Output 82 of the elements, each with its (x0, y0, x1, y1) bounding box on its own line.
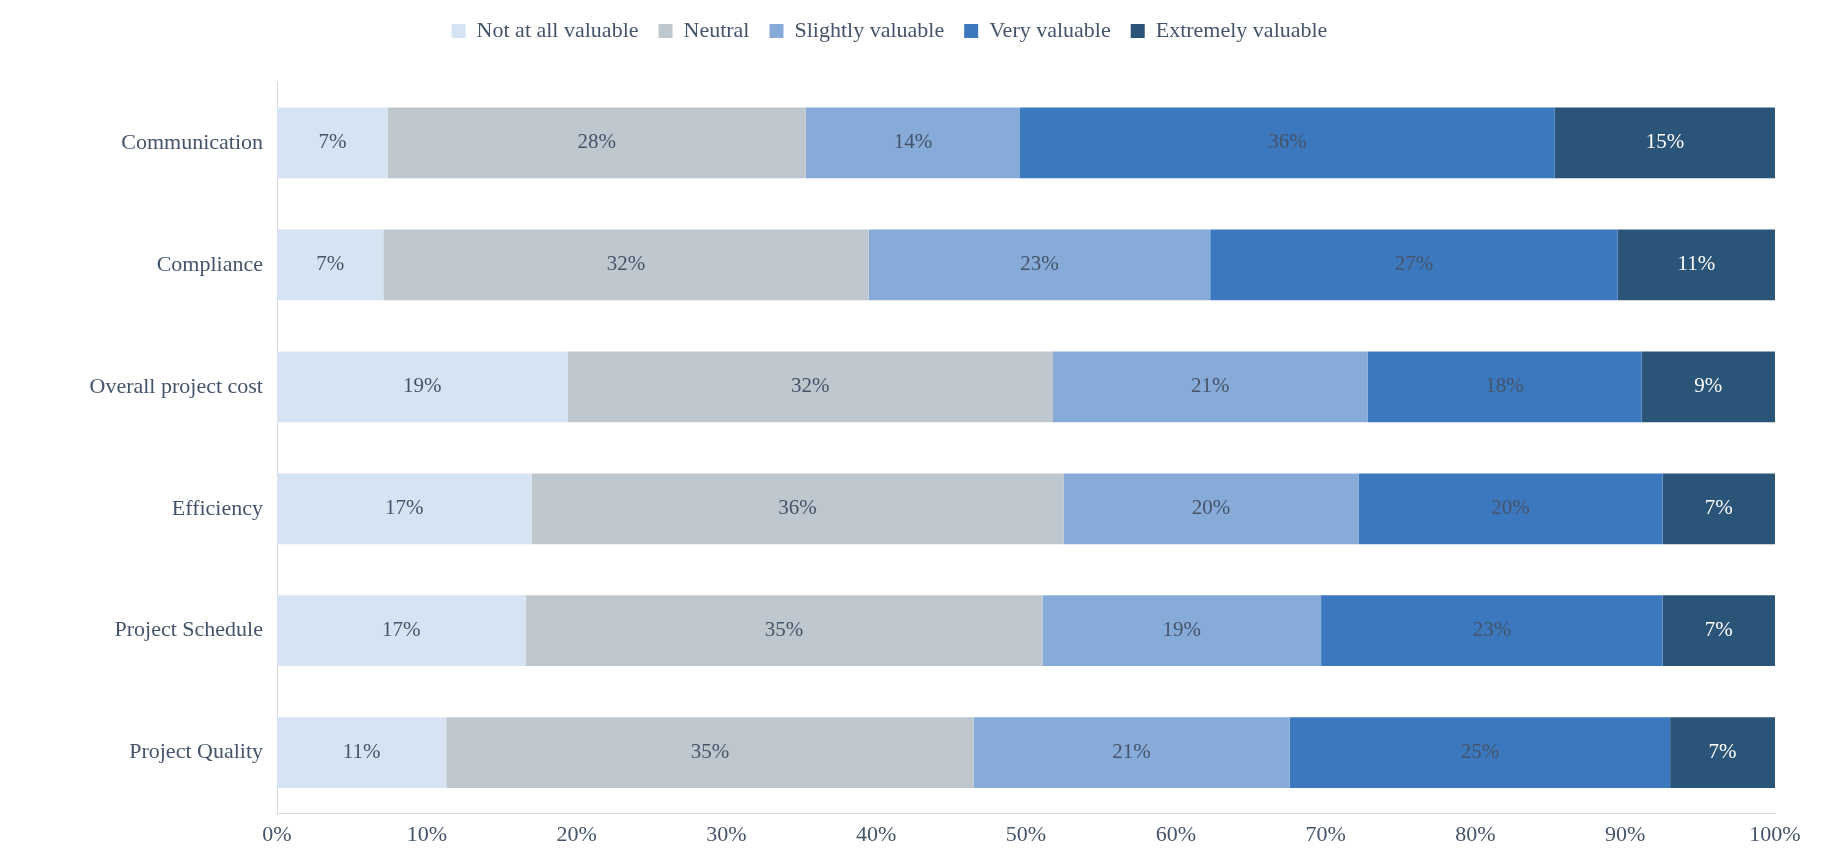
bar (277, 473, 532, 545)
legend-label: Not at all valuable (476, 16, 639, 42)
data-label: 23% (1472, 617, 1512, 642)
data-label: 7% (1704, 617, 1733, 642)
bar (1617, 229, 1775, 301)
data-label: 18% (1485, 373, 1524, 398)
data-label: 7% (316, 251, 345, 276)
x-tick-label: 20% (556, 820, 597, 846)
bar (387, 107, 806, 179)
data-label: 11% (342, 739, 381, 764)
y-tick-label: Project Schedule (114, 616, 263, 642)
bar (277, 107, 388, 179)
bar (383, 229, 869, 301)
data-label: 21% (1112, 739, 1151, 764)
bar (1662, 595, 1775, 667)
bar (277, 717, 447, 788)
bar (277, 351, 568, 423)
data-label: 14% (893, 129, 933, 154)
bar (567, 351, 1053, 423)
data-label: 21% (1191, 373, 1230, 398)
x-tick-label: 50% (1005, 820, 1047, 846)
bar (805, 107, 1021, 179)
bar (1554, 107, 1775, 179)
bar (1641, 351, 1775, 423)
data-label: 32% (791, 373, 830, 398)
bar (525, 595, 1043, 667)
y-tick-label: Communication (121, 128, 263, 154)
data-label: 7% (318, 129, 347, 154)
bar (868, 229, 1211, 301)
legend-label: Neutral (683, 16, 750, 42)
bar (1321, 595, 1663, 667)
x-tick-label: 30% (706, 820, 747, 846)
data-label: 19% (403, 373, 442, 398)
bar (973, 717, 1290, 788)
data-label: 25% (1460, 739, 1500, 764)
bar (1367, 351, 1642, 423)
data-label: 19% (1162, 617, 1202, 642)
data-label: 23% (1020, 251, 1059, 276)
y-tick-label: Compliance (156, 250, 263, 276)
bar (1662, 473, 1775, 545)
data-label: 35% (764, 617, 804, 642)
data-label: 7% (1708, 739, 1737, 764)
data-label: 28% (577, 129, 617, 154)
x-tick-label: 80% (1455, 820, 1496, 846)
data-label: 17% (385, 495, 424, 520)
bar (1020, 107, 1555, 179)
data-label: 20% (1491, 495, 1530, 520)
legend-label: Slightly valuable (794, 16, 945, 42)
x-tick-label: 10% (406, 820, 447, 846)
data-label: 20% (1191, 495, 1231, 520)
bar (1210, 229, 1618, 301)
legend-label: Very valuable (989, 16, 1111, 42)
x-tick-label: 100% (1749, 820, 1801, 846)
x-tick-label: 90% (1605, 820, 1646, 846)
bar (277, 595, 526, 667)
legend-label: Extremely valuable (1155, 16, 1328, 42)
data-label: 11% (1677, 251, 1716, 276)
x-tick-label: 70% (1305, 820, 1346, 846)
bar (277, 229, 384, 301)
bar (1289, 717, 1671, 788)
data-label: 17% (382, 617, 421, 642)
bar (1042, 595, 1322, 667)
bar (446, 717, 974, 788)
data-label: 36% (778, 495, 817, 520)
y-tick-label: Overall project cost (89, 372, 263, 398)
x-tick-label: 0% (262, 820, 292, 846)
bar (1358, 473, 1663, 545)
bar (531, 473, 1064, 545)
data-label: 7% (1704, 495, 1733, 520)
data-label: 9% (1694, 373, 1723, 398)
x-tick-label: 40% (856, 820, 897, 846)
data-label: 15% (1645, 129, 1685, 154)
bar (1670, 717, 1775, 788)
y-tick-label: Project Quality (129, 738, 263, 764)
y-tick-label: Efficiency (171, 494, 263, 520)
bar (1052, 351, 1368, 423)
x-tick-label: 60% (1155, 820, 1196, 846)
data-label: 35% (690, 739, 730, 764)
bar (1063, 473, 1359, 545)
data-label: 27% (1394, 251, 1434, 276)
data-label: 36% (1268, 129, 1307, 154)
data-label: 32% (606, 251, 646, 276)
